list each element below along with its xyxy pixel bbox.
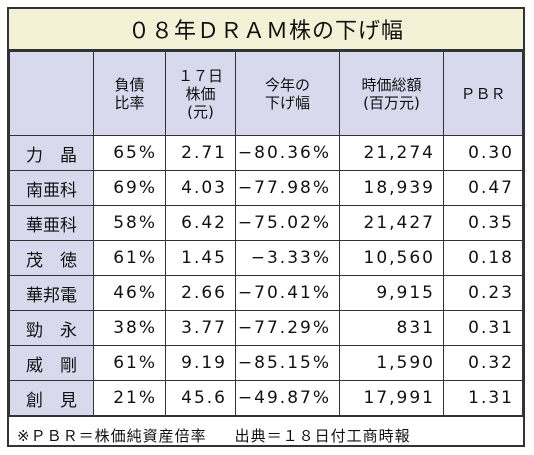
header-decline: 今年の 下げ幅: [235, 51, 340, 136]
company-cell: 華亜科: [9, 205, 94, 241]
dram-stock-table: 負債 比率 １７日 株価 (元) 今年の 下げ幅 時価総額 (百万元) ＰＢＲ 力 晶 65…: [9, 51, 523, 416]
debt-ratio-cell: 61%: [93, 240, 166, 276]
pbr-cell: 0.30: [443, 135, 523, 171]
company-cell: 茂 徳: [9, 240, 94, 276]
footnote: ※ＰＢＲ＝株価純資産倍率 出典＝１８日付工商時報: [9, 416, 523, 453]
market-cap-cell: 10,560: [339, 240, 444, 276]
decline-cell: −70.41%: [235, 275, 340, 311]
market-cap-cell: 17,991: [339, 380, 444, 416]
company-cell: 威 剛: [9, 345, 94, 381]
footnote-source: 出典＝１８日付工商時報: [234, 426, 411, 445]
price-cell: 2.71: [165, 135, 236, 171]
table-row: 威 剛 61% 9.19 −85.15% 1,590 0.32: [9, 345, 523, 381]
price-cell: 2.66: [165, 275, 236, 311]
pbr-cell: 0.47: [443, 170, 523, 206]
decline-cell: −49.87%: [235, 380, 340, 416]
price-cell: 1.45: [165, 240, 236, 276]
debt-ratio-cell: 46%: [93, 275, 166, 311]
debt-ratio-cell: 58%: [93, 205, 166, 241]
pbr-cell: 0.18: [443, 240, 523, 276]
table-title: ０８年ＤＲＡＭ株の下げ幅: [9, 9, 523, 51]
company-cell: 南亜科: [9, 170, 94, 206]
pbr-cell: 0.32: [443, 345, 523, 381]
table-row: 勁 永 38% 3.77 −77.29% 831 0.31: [9, 310, 523, 346]
decline-cell: −75.02%: [235, 205, 340, 241]
debt-ratio-cell: 69%: [93, 170, 166, 206]
debt-ratio-cell: 61%: [93, 345, 166, 381]
market-cap-cell: 21,427: [339, 205, 444, 241]
table-row: 南亜科 69% 4.03 −77.98% 18,939 0.47: [9, 170, 523, 206]
debt-ratio-cell: 21%: [93, 380, 166, 416]
market-cap-cell: 21,274: [339, 135, 444, 171]
header-price: １７日 株価 (元): [165, 51, 236, 136]
decline-cell: −80.36%: [235, 135, 340, 171]
table-row: 力 晶 65% 2.71 −80.36% 21,274 0.30: [9, 135, 523, 171]
decline-cell: −3.33%: [235, 240, 340, 276]
table-row: 創 見 21% 45.6 −49.87% 17,991 1.31: [9, 380, 523, 416]
price-cell: 4.03: [165, 170, 236, 206]
price-cell: 6.42: [165, 205, 236, 241]
price-cell: 45.6: [165, 380, 236, 416]
decline-cell: −77.98%: [235, 170, 340, 206]
table-row: 華邦電 46% 2.66 −70.41% 9,915 0.23: [9, 275, 523, 311]
company-cell: 創 見: [9, 380, 94, 416]
price-cell: 9.19: [165, 345, 236, 381]
market-cap-cell: 9,915: [339, 275, 444, 311]
company-cell: 勁 永: [9, 310, 94, 346]
dram-table-frame: ０８年ＤＲＡＭ株の下げ幅 負債 比率 １７日 株価 (元) 今年の 下げ幅 時価総額 (百…: [7, 7, 525, 447]
header-row: 負債 比率 １７日 株価 (元) 今年の 下げ幅 時価総額 (百万元) ＰＢＲ: [9, 51, 523, 136]
header-debt-ratio: 負債 比率: [93, 51, 166, 136]
decline-cell: −77.29%: [235, 310, 340, 346]
company-cell: 華邦電: [9, 275, 94, 311]
pbr-cell: 0.23: [443, 275, 523, 311]
pbr-cell: 0.35: [443, 205, 523, 241]
table-row: 茂 徳 61% 1.45 −3.33% 10,560 0.18: [9, 240, 523, 276]
table-row: 華亜科 58% 6.42 −75.02% 21,427 0.35: [9, 205, 523, 241]
pbr-cell: 1.31: [443, 380, 523, 416]
pbr-cell: 0.31: [443, 310, 523, 346]
header-pbr: ＰＢＲ: [443, 51, 523, 136]
header-company: [9, 51, 94, 136]
debt-ratio-cell: 38%: [93, 310, 166, 346]
market-cap-cell: 1,590: [339, 345, 444, 381]
price-cell: 3.77: [165, 310, 236, 346]
company-cell: 力 晶: [9, 135, 94, 171]
debt-ratio-cell: 65%: [93, 135, 166, 171]
decline-cell: −85.15%: [235, 345, 340, 381]
footnote-definition: ※ＰＢＲ＝株価純資産倍率: [17, 426, 207, 445]
market-cap-cell: 18,939: [339, 170, 444, 206]
header-market-cap: 時価総額 (百万元): [339, 51, 444, 136]
market-cap-cell: 831: [339, 310, 444, 346]
